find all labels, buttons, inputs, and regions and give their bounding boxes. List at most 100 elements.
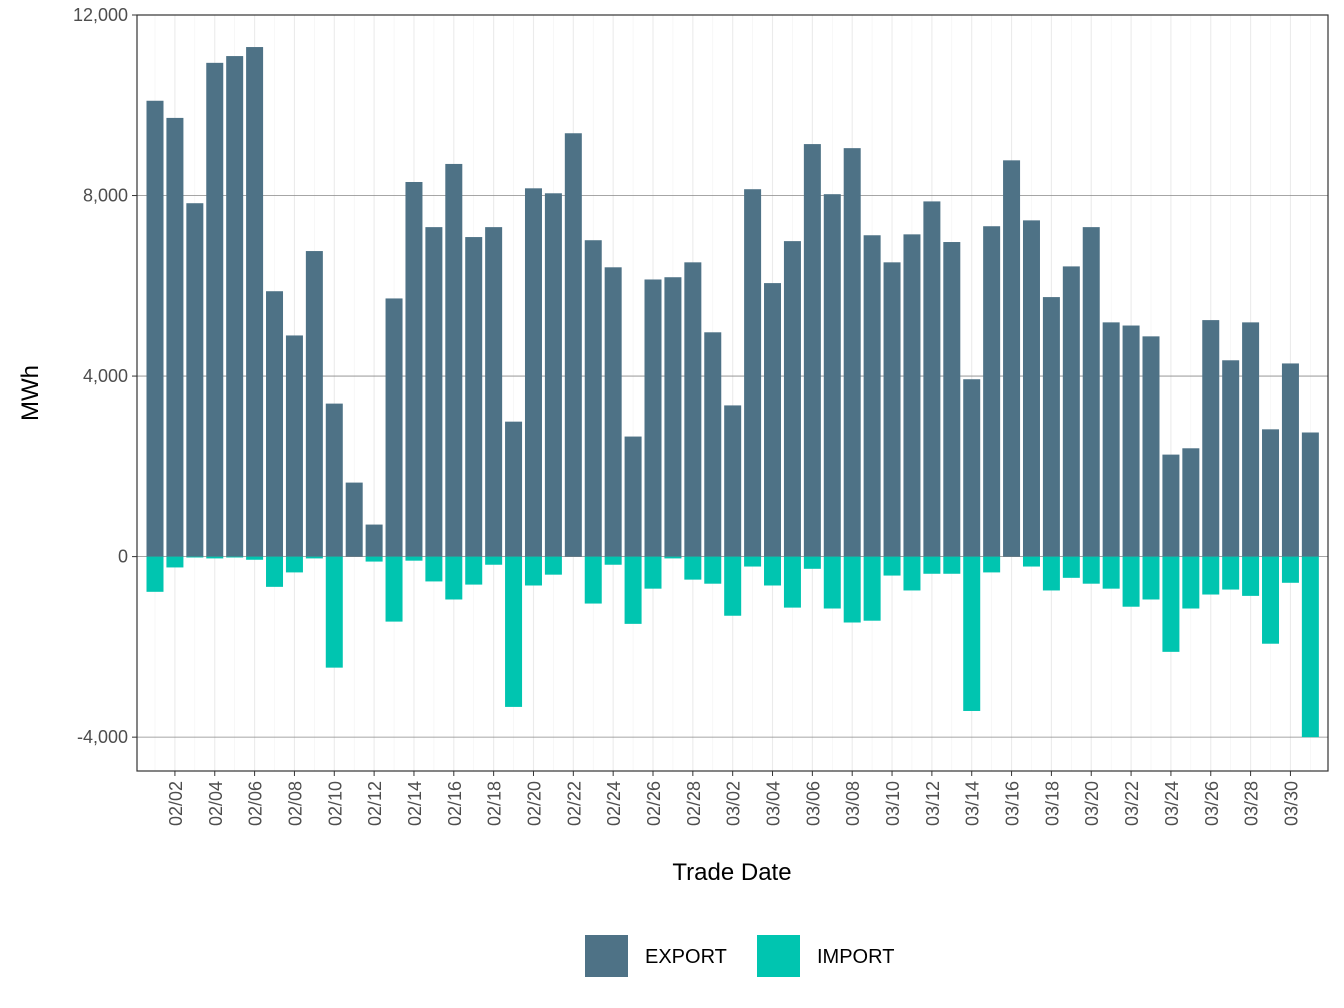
bar bbox=[524, 556, 542, 586]
x-tick-label: 03/04 bbox=[764, 781, 784, 826]
bar bbox=[584, 556, 602, 604]
bar bbox=[644, 556, 662, 589]
x-tick-label: 02/12 bbox=[365, 781, 385, 826]
bar bbox=[325, 556, 343, 668]
x-tick-label: 02/28 bbox=[684, 781, 704, 826]
bar bbox=[524, 188, 542, 557]
bar bbox=[1142, 336, 1160, 557]
bar bbox=[246, 556, 264, 560]
bar bbox=[843, 556, 861, 623]
bar bbox=[385, 556, 403, 622]
bar bbox=[943, 242, 961, 557]
x-tick-label: 02/14 bbox=[405, 781, 425, 826]
y-tick-label: -4,000 bbox=[77, 727, 128, 747]
legend-swatch bbox=[585, 935, 628, 977]
bar bbox=[206, 62, 224, 557]
bar bbox=[724, 556, 742, 616]
bar bbox=[1301, 432, 1319, 557]
bar bbox=[843, 148, 861, 557]
bar bbox=[983, 556, 1001, 573]
bar bbox=[186, 203, 204, 557]
y-tick-label: 0 bbox=[118, 547, 128, 567]
bar bbox=[485, 556, 503, 565]
bar bbox=[385, 298, 403, 557]
bar bbox=[425, 556, 443, 582]
bar bbox=[963, 556, 981, 711]
x-tick-label: 02/10 bbox=[325, 781, 345, 826]
bar bbox=[744, 189, 762, 557]
x-tick-label: 02/24 bbox=[604, 781, 624, 826]
bar bbox=[764, 556, 782, 586]
bar bbox=[1242, 322, 1260, 557]
bar bbox=[365, 556, 383, 562]
bar bbox=[285, 556, 303, 573]
bar bbox=[1062, 556, 1080, 578]
legend-swatch bbox=[757, 935, 800, 977]
x-tick-label: 03/12 bbox=[923, 781, 943, 826]
bar bbox=[863, 556, 881, 621]
bar bbox=[564, 133, 582, 557]
bar bbox=[584, 240, 602, 557]
bar bbox=[266, 556, 284, 587]
bar bbox=[365, 524, 383, 557]
x-tick-label: 02/16 bbox=[445, 781, 465, 826]
x-tick-label: 02/20 bbox=[524, 781, 544, 826]
bar bbox=[644, 279, 662, 557]
bar bbox=[146, 100, 164, 557]
bar bbox=[1142, 556, 1160, 600]
legend-label: EXPORT bbox=[645, 946, 727, 968]
bar bbox=[1102, 556, 1120, 589]
plot-border bbox=[136, 14, 1329, 772]
bar bbox=[166, 117, 184, 557]
bar bbox=[1162, 556, 1180, 652]
bar bbox=[1262, 556, 1280, 644]
bar bbox=[246, 47, 264, 557]
bar bbox=[146, 556, 164, 592]
bar bbox=[704, 332, 722, 557]
bar bbox=[1022, 220, 1040, 557]
bar bbox=[604, 556, 622, 565]
bar bbox=[465, 556, 483, 585]
x-tick-label: 03/22 bbox=[1122, 781, 1142, 826]
bar bbox=[345, 482, 363, 557]
bar bbox=[1162, 454, 1180, 557]
bar bbox=[465, 237, 483, 557]
bar bbox=[903, 556, 921, 591]
bar bbox=[664, 556, 682, 559]
bar bbox=[903, 234, 921, 557]
bar bbox=[1202, 320, 1220, 557]
x-tick-label: 03/24 bbox=[1162, 781, 1182, 826]
bar bbox=[186, 556, 204, 558]
bar bbox=[744, 556, 762, 567]
x-tick-label: 03/28 bbox=[1242, 781, 1262, 826]
bar bbox=[1242, 556, 1260, 596]
x-tick-label: 02/02 bbox=[166, 781, 186, 826]
y-tick-label: 4,000 bbox=[83, 366, 128, 386]
bar bbox=[1102, 322, 1120, 557]
x-tick-label: 02/26 bbox=[644, 781, 664, 826]
bar bbox=[1122, 325, 1140, 557]
x-tick-label: 03/10 bbox=[883, 781, 903, 826]
x-tick-label: 03/08 bbox=[843, 781, 863, 826]
bar bbox=[823, 556, 841, 609]
bar bbox=[505, 421, 523, 557]
bar bbox=[943, 556, 961, 574]
bar bbox=[445, 556, 463, 600]
bar bbox=[923, 201, 941, 557]
bar bbox=[285, 335, 303, 557]
bar bbox=[1082, 227, 1100, 557]
bar bbox=[724, 405, 742, 557]
bar bbox=[1281, 556, 1299, 583]
bar bbox=[544, 556, 562, 575]
bar bbox=[266, 291, 284, 557]
bar bbox=[425, 227, 443, 557]
bar bbox=[684, 262, 702, 557]
bar bbox=[863, 235, 881, 557]
x-axis-title: Trade Date bbox=[672, 859, 791, 886]
bar bbox=[624, 436, 642, 557]
bar bbox=[883, 556, 901, 576]
bar bbox=[764, 283, 782, 557]
bar bbox=[1262, 429, 1280, 557]
bar bbox=[604, 267, 622, 557]
